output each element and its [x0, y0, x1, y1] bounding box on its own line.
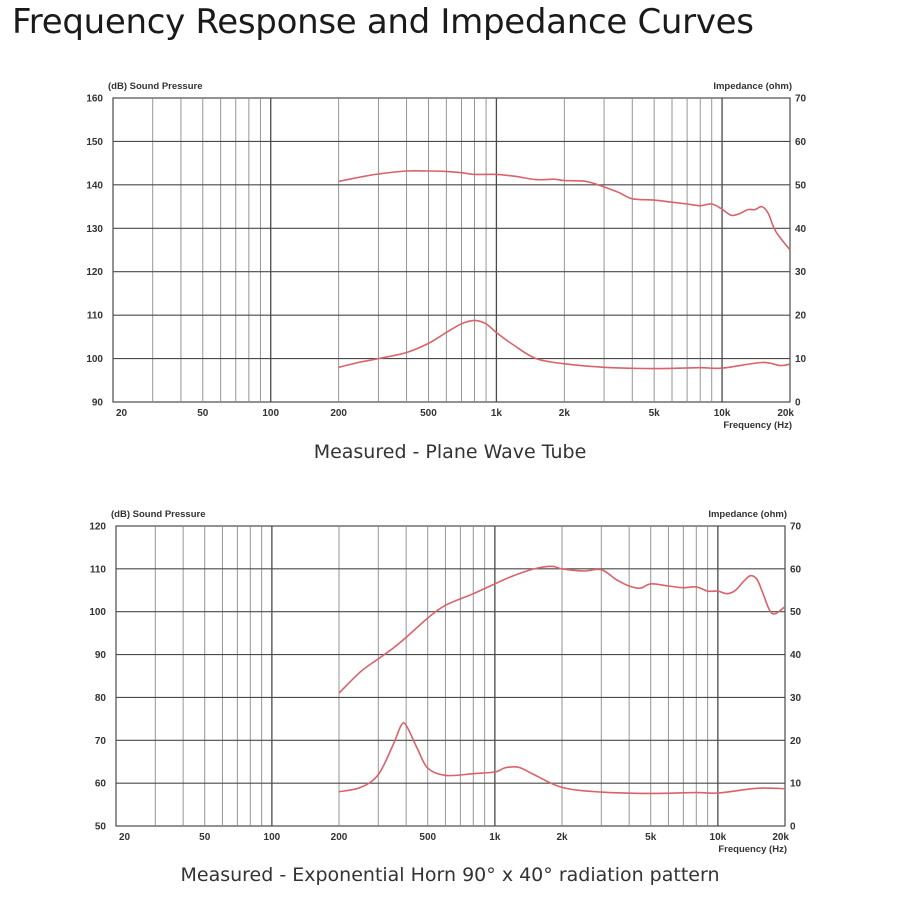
- y-left-tick-label: 90: [95, 650, 107, 661]
- y-right-tick-label: 10: [790, 779, 802, 790]
- y-left-tick-label: 60: [95, 779, 107, 790]
- y-left-tick-label: 130: [86, 224, 103, 235]
- x-tick-label: 200: [330, 408, 347, 419]
- y-left-tick-label: 110: [90, 564, 107, 575]
- y-left-tick-label: 50: [95, 822, 107, 833]
- x-axis-label: Frequency (Hz): [723, 420, 792, 430]
- y-right-tick-label: 30: [795, 267, 807, 278]
- x-axis-label: Frequency (Hz): [718, 844, 787, 855]
- y-left-axis-label: (dB) Sound Pressure: [108, 81, 203, 92]
- y-left-tick-label: 120: [86, 267, 103, 278]
- y-left-tick-label: 90: [92, 398, 104, 409]
- y-left-tick-label: 70: [95, 736, 107, 747]
- y-left-tick-label: 150: [86, 137, 103, 148]
- x-tick-label: 2k: [556, 832, 568, 843]
- y-left-tick-label: 80: [95, 693, 107, 704]
- y-right-tick-label: 10: [795, 354, 807, 365]
- y-left-axis-label: (dB) Sound Pressure: [111, 509, 206, 520]
- y-right-tick-label: 50: [790, 607, 802, 618]
- y-left-tick-label: 140: [86, 180, 103, 191]
- x-tick-label: 10k: [714, 408, 731, 419]
- y-right-tick-label: 60: [795, 137, 807, 148]
- x-tick-label: 200: [331, 832, 348, 843]
- chart-2: 120 110 100 90 80 70 60 50 70 60 50 40 30 20 10 0 20 50 10…: [0, 506, 900, 856]
- x-tick-label: 100: [264, 832, 281, 843]
- y-right-tick-label: 0: [790, 822, 796, 833]
- impedance-curve: [338, 721, 786, 795]
- y-right-tick-label: 60: [790, 564, 802, 575]
- x-tick-label: 10k: [710, 832, 727, 843]
- x-tick-label: 500: [420, 408, 437, 419]
- y-right-tick-label: 40: [790, 650, 802, 661]
- y-right-tick-label: 30: [790, 693, 802, 704]
- chart-2-caption: Measured - Exponential Horn 90° x 40° ra…: [180, 864, 720, 886]
- chart-1-svg: 1601501401301201101009070605040302010020…: [86, 81, 807, 430]
- y-right-tick-label: 70: [790, 522, 802, 533]
- y-right-axis-label: Impedance (ohm): [713, 81, 792, 92]
- y-left-tick-label: 160: [86, 94, 103, 105]
- x-tick-label: 1k: [489, 832, 501, 843]
- y-right-tick-label: 50: [795, 180, 807, 191]
- x-tick-label: 5k: [649, 408, 661, 419]
- y-right-tick-label: 0: [795, 398, 801, 409]
- y-left-tick-label: 110: [87, 311, 104, 322]
- y-right-tick-label: 20: [795, 311, 807, 322]
- x-tick-label: 100: [262, 408, 279, 419]
- plot-frame: [115, 525, 786, 827]
- x-tick-label: 20: [116, 408, 128, 419]
- y-right-axis-label: Impedance (ohm): [708, 509, 787, 520]
- chart-1: 160 150 140 130 120 110 100 90 70 60 50 40 30 20 10 0 20…: [0, 78, 900, 430]
- spl-curve: [338, 169, 791, 251]
- y-left-tick-label: 100: [86, 354, 103, 365]
- x-tick-label: 5k: [645, 832, 657, 843]
- spl-curve: [338, 565, 786, 694]
- y-left-tick-label: 120: [89, 522, 106, 533]
- x-tick-label: 20: [119, 832, 131, 843]
- y-right-tick-label: 40: [795, 224, 807, 235]
- page-title: Frequency Response and Impedance Curves: [12, 2, 754, 42]
- y-left-tick-label: 100: [89, 607, 106, 618]
- chart-1-caption: Measured - Plane Wave Tube: [313, 441, 587, 463]
- x-tick-label: 50: [199, 832, 211, 843]
- plot-frame: [112, 97, 791, 403]
- impedance-curve: [338, 319, 791, 370]
- x-tick-label: 1k: [491, 408, 503, 419]
- y-right-tick-label: 70: [795, 94, 807, 105]
- x-tick-label: 50: [197, 408, 209, 419]
- y-right-tick-label: 20: [790, 736, 802, 747]
- x-tick-label: 2k: [559, 408, 571, 419]
- x-tick-label: 20k: [777, 408, 794, 419]
- x-tick-label: 20k: [772, 832, 789, 843]
- x-tick-label: 500: [419, 832, 436, 843]
